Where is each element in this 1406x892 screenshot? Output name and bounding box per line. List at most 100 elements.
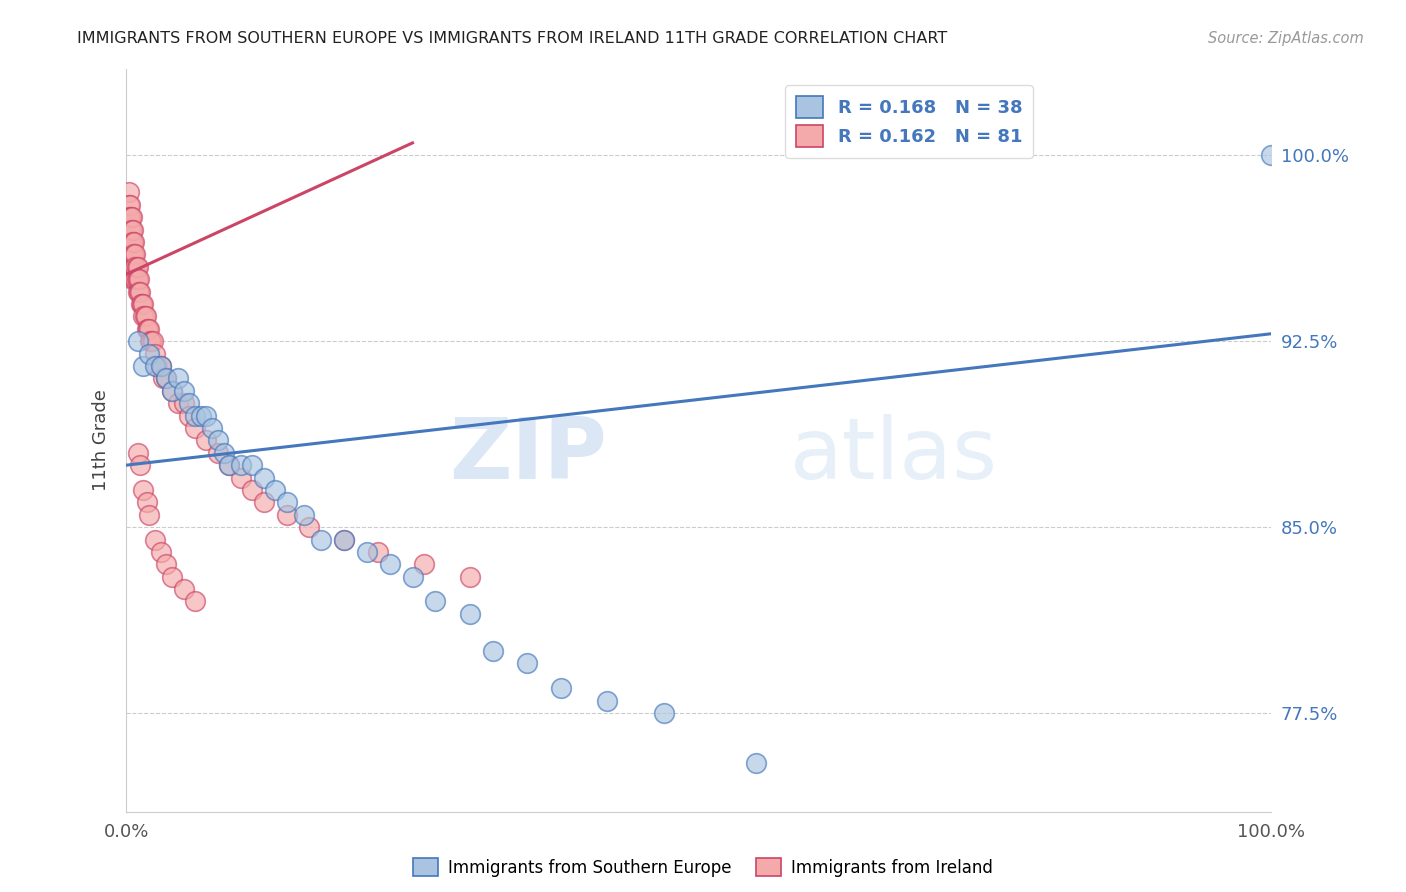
Point xyxy=(121,222,143,236)
Point xyxy=(160,384,183,398)
Point xyxy=(356,545,378,559)
Point xyxy=(139,334,162,349)
Point xyxy=(264,483,287,497)
Point xyxy=(401,570,423,584)
Point xyxy=(120,222,142,236)
Point xyxy=(155,371,177,385)
Point xyxy=(121,211,143,225)
Point xyxy=(333,533,356,547)
Point xyxy=(201,421,224,435)
Point xyxy=(309,533,332,547)
Point xyxy=(138,508,160,522)
Point xyxy=(195,409,218,423)
Point xyxy=(184,594,207,608)
Point xyxy=(124,260,146,274)
Text: atlas: atlas xyxy=(790,414,998,497)
Point xyxy=(367,545,389,559)
Point xyxy=(146,359,169,373)
Point xyxy=(135,310,157,324)
Point xyxy=(117,211,139,225)
Point xyxy=(229,470,252,484)
Point xyxy=(413,558,436,572)
Point xyxy=(121,260,143,274)
Point xyxy=(378,558,401,572)
Point xyxy=(120,211,142,225)
Point xyxy=(132,483,155,497)
Point xyxy=(127,272,149,286)
Point xyxy=(149,359,172,373)
Point xyxy=(122,222,145,236)
Point xyxy=(152,371,174,385)
Point xyxy=(155,558,177,572)
Point xyxy=(516,657,538,671)
Point xyxy=(132,297,155,311)
Point xyxy=(143,359,166,373)
Point xyxy=(173,582,195,596)
Point xyxy=(135,495,157,509)
Point xyxy=(207,446,229,460)
Point xyxy=(298,520,321,534)
Point xyxy=(120,247,142,261)
Legend: Immigrants from Southern Europe, Immigrants from Ireland: Immigrants from Southern Europe, Immigra… xyxy=(406,852,1000,883)
Point xyxy=(135,322,157,336)
Point xyxy=(292,508,315,522)
Text: IMMIGRANTS FROM SOUTHERN EUROPE VS IMMIGRANTS FROM IRELAND 11TH GRADE CORRELATIO: IMMIGRANTS FROM SOUTHERN EUROPE VS IMMIG… xyxy=(77,31,948,46)
Point xyxy=(240,458,263,472)
Point xyxy=(240,483,263,497)
Point xyxy=(218,458,240,472)
Point xyxy=(127,260,149,274)
Point xyxy=(127,446,149,460)
Point xyxy=(121,247,143,261)
Point xyxy=(134,310,156,324)
Point xyxy=(229,458,252,472)
Point xyxy=(458,570,481,584)
Point xyxy=(166,371,188,385)
Point xyxy=(124,247,146,261)
Point xyxy=(131,297,153,311)
Point xyxy=(160,384,183,398)
Point xyxy=(132,310,155,324)
Point xyxy=(118,198,141,212)
Point xyxy=(333,533,356,547)
Point xyxy=(127,285,149,299)
Point xyxy=(160,570,183,584)
Legend: R = 0.168   N = 38, R = 0.162   N = 81: R = 0.168 N = 38, R = 0.162 N = 81 xyxy=(786,85,1033,158)
Point xyxy=(122,235,145,249)
Point xyxy=(253,495,276,509)
Point xyxy=(218,458,240,472)
Point xyxy=(143,346,166,360)
Point xyxy=(129,458,152,472)
Y-axis label: 11th Grade: 11th Grade xyxy=(93,390,110,491)
Point xyxy=(179,409,201,423)
Text: ZIP: ZIP xyxy=(450,414,607,497)
Point xyxy=(117,186,139,200)
Point xyxy=(118,222,141,236)
Point xyxy=(155,371,177,385)
Point xyxy=(124,272,146,286)
Point xyxy=(149,359,172,373)
Point xyxy=(184,421,207,435)
Point xyxy=(596,693,619,707)
Point xyxy=(138,322,160,336)
Point xyxy=(128,285,150,299)
Point xyxy=(121,235,143,249)
Point xyxy=(129,297,152,311)
Point xyxy=(121,272,143,286)
Point xyxy=(173,384,195,398)
Point xyxy=(207,434,229,448)
Point xyxy=(276,495,298,509)
Point xyxy=(125,272,148,286)
Point xyxy=(118,235,141,249)
Point xyxy=(458,607,481,621)
Point xyxy=(142,334,165,349)
Text: Source: ZipAtlas.com: Source: ZipAtlas.com xyxy=(1208,31,1364,46)
Point xyxy=(136,322,159,336)
Point xyxy=(190,409,212,423)
Point xyxy=(138,346,160,360)
Point xyxy=(550,681,572,696)
Point xyxy=(173,396,195,410)
Point xyxy=(212,446,235,460)
Point xyxy=(481,644,503,658)
Point xyxy=(124,247,146,261)
Point xyxy=(166,396,188,410)
